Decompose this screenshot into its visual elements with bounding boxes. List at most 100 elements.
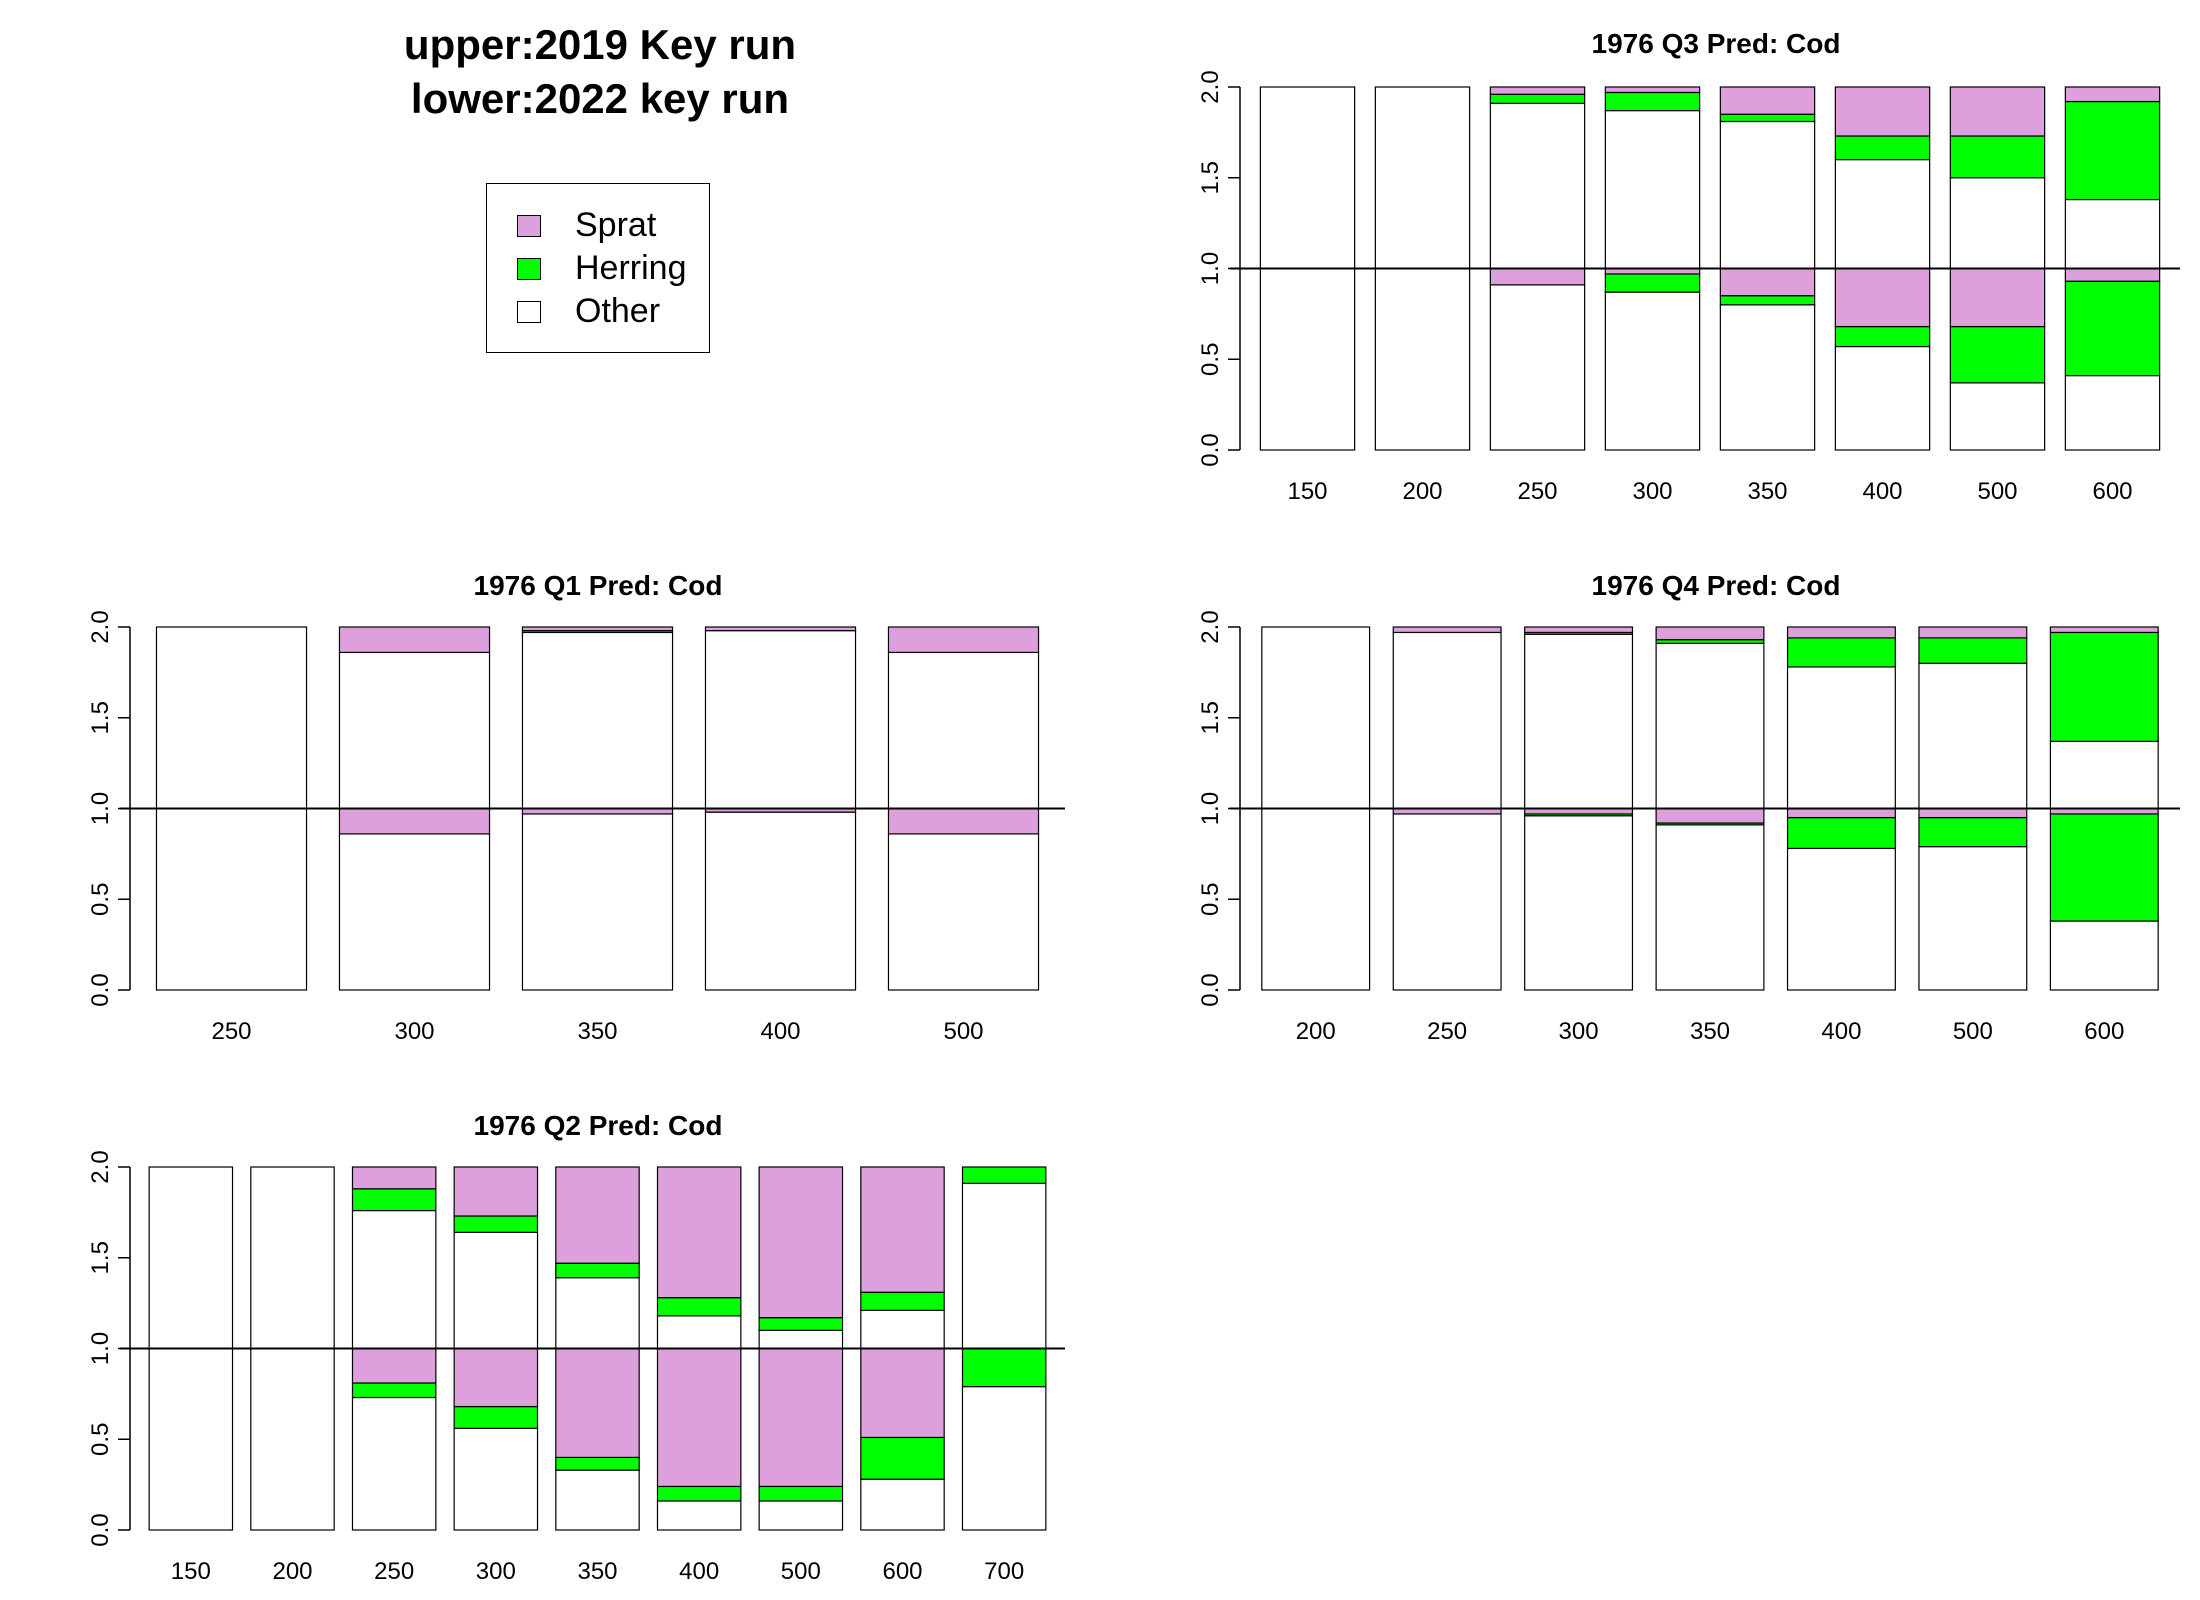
bar-lower-other <box>1786 847 1896 991</box>
legend-item-herring: Herring <box>487 247 709 290</box>
y-tick-label: 0.0 <box>87 1513 114 1546</box>
bar-lower-other <box>1918 846 2028 991</box>
legend-label: Herring <box>575 249 687 287</box>
bar-upper-sprat <box>887 626 1040 654</box>
bar-upper-sprat <box>453 1166 539 1217</box>
bar-upper-other <box>1655 642 1765 810</box>
bar-upper-other <box>148 1166 234 1350</box>
bar-upper-sprat <box>2049 626 2159 634</box>
bar-upper-other <box>1261 626 1371 810</box>
bar-lower-other <box>521 813 674 991</box>
y-tick-label: 2.0 <box>87 610 114 643</box>
bar-upper-herring <box>351 1188 437 1212</box>
bar-upper-other <box>656 1315 742 1350</box>
bar-upper-other <box>155 626 308 810</box>
chart-1976-q1: 1976 Q1 Pred: Cod 0.0 0.5 1.0 1.5 2.0 250 300 35… <box>87 570 1065 1045</box>
herring-swatch <box>517 257 541 280</box>
x-tick-label: 400 <box>679 1558 719 1585</box>
bar-upper-herring <box>453 1215 539 1233</box>
bar-upper-other <box>2049 740 2159 810</box>
bar-upper-sprat <box>656 1166 742 1299</box>
bar-lower-other <box>1719 304 1816 451</box>
bar-lower-sprat <box>1786 807 1896 819</box>
y-tick-label: 1.0 <box>87 792 114 825</box>
bar-upper-sprat <box>521 626 674 632</box>
x-tick-label: 200 <box>272 1558 312 1585</box>
bar-lower-other <box>1834 345 1931 451</box>
x-tick-label: 600 <box>2084 1018 2124 1045</box>
bar-upper-other <box>704 630 857 810</box>
legend: Sprat Herring Other <box>486 183 710 353</box>
bar-lower-sprat <box>887 807 1040 835</box>
bar-upper-other <box>1489 102 1586 270</box>
bar-upper-other <box>758 1329 844 1350</box>
legend-label: Other <box>575 292 661 330</box>
bar-upper-other <box>453 1231 539 1350</box>
x-tick-label: 250 <box>211 1018 251 1045</box>
bar-lower-other <box>148 1347 234 1531</box>
chart-title: 1976 Q3 Pred: Cod <box>1592 28 1841 59</box>
x-tick-label: 250 <box>1427 1018 1467 1045</box>
bar-upper-other <box>555 1277 640 1350</box>
chart-title: 1976 Q1 Pred: Cod <box>474 570 723 601</box>
bar-lower-herring <box>1719 295 1816 306</box>
bar-upper-herring <box>758 1317 844 1331</box>
figure-header: upper:2019 Key run lower:2022 key run <box>220 18 980 126</box>
bar-upper-herring <box>860 1291 945 1311</box>
bar-upper-other <box>1834 159 1931 270</box>
legend-label: Sprat <box>575 206 657 244</box>
chart-title: 1976 Q4 Pred: Cod <box>1592 570 1841 601</box>
x-tick-label: 500 <box>1953 1018 1993 1045</box>
bar-upper-sprat <box>704 626 857 632</box>
bar-lower-sprat <box>453 1347 539 1408</box>
x-tick-label: 500 <box>781 1558 821 1585</box>
bar-lower-other <box>1655 824 1765 991</box>
header-line-2: lower:2022 key run <box>410 75 790 122</box>
bar-lower-other <box>555 1469 640 1531</box>
bar-lower-other <box>453 1427 539 1531</box>
bar-upper-other <box>1719 120 1816 270</box>
sprat-swatch <box>517 214 541 237</box>
y-tick-label: 1.5 <box>1197 701 1224 734</box>
bar-upper-other <box>1949 177 2046 270</box>
bar-upper-other <box>1918 662 2028 810</box>
bar-lower-sprat <box>1918 807 2028 819</box>
bar-lower-other <box>860 1478 945 1531</box>
x-tick-label: 600 <box>882 1558 922 1585</box>
bar-lower-other <box>2049 920 2159 991</box>
bar-lower-sprat <box>555 1347 640 1459</box>
bar-upper-herring <box>555 1262 640 1279</box>
bar-lower-other <box>656 1500 742 1531</box>
bar-upper-other <box>521 631 674 810</box>
bar-upper-other <box>250 1166 335 1350</box>
bar-upper-other <box>2064 198 2161 270</box>
bar-lower-herring <box>1949 325 2046 384</box>
legend-item-sprat: Sprat <box>487 204 709 247</box>
bar-upper-sprat <box>1392 626 1502 634</box>
x-tick-label: 300 <box>476 1558 516 1585</box>
bar-lower-sprat <box>860 1347 945 1439</box>
bar-lower-sprat <box>656 1347 742 1488</box>
bar-lower-other <box>887 833 1040 991</box>
x-tick-label: 350 <box>577 1018 617 1045</box>
bar-lower-herring <box>656 1485 742 1502</box>
bar-upper-herring <box>2064 100 2161 201</box>
bar-lower-sprat <box>2064 267 2161 282</box>
x-tick-label: 200 <box>1296 1018 1336 1045</box>
bar-upper-sprat <box>2064 86 2161 103</box>
bar-upper-sprat <box>555 1166 640 1264</box>
bar-upper-sprat <box>1655 626 1765 641</box>
chart-1976-q3: 1976 Q3 Pred: Cod 0.0 0.5 1.0 1.5 2.0 150 200 25… <box>1197 28 2180 505</box>
x-tick-label: 300 <box>394 1018 434 1045</box>
bar-lower-other <box>1261 807 1371 991</box>
bar-upper-herring <box>1834 135 1931 161</box>
bar-upper-other <box>1259 86 1356 270</box>
bar-lower-other <box>1392 813 1502 991</box>
bar-upper-sprat <box>758 1166 844 1319</box>
y-tick-label: 1.0 <box>87 1332 114 1365</box>
y-tick-label: 2.0 <box>1197 610 1224 643</box>
bar-upper-herring <box>1918 637 2028 664</box>
bar-upper-other <box>1786 666 1896 810</box>
x-tick-label: 200 <box>1402 478 1442 505</box>
